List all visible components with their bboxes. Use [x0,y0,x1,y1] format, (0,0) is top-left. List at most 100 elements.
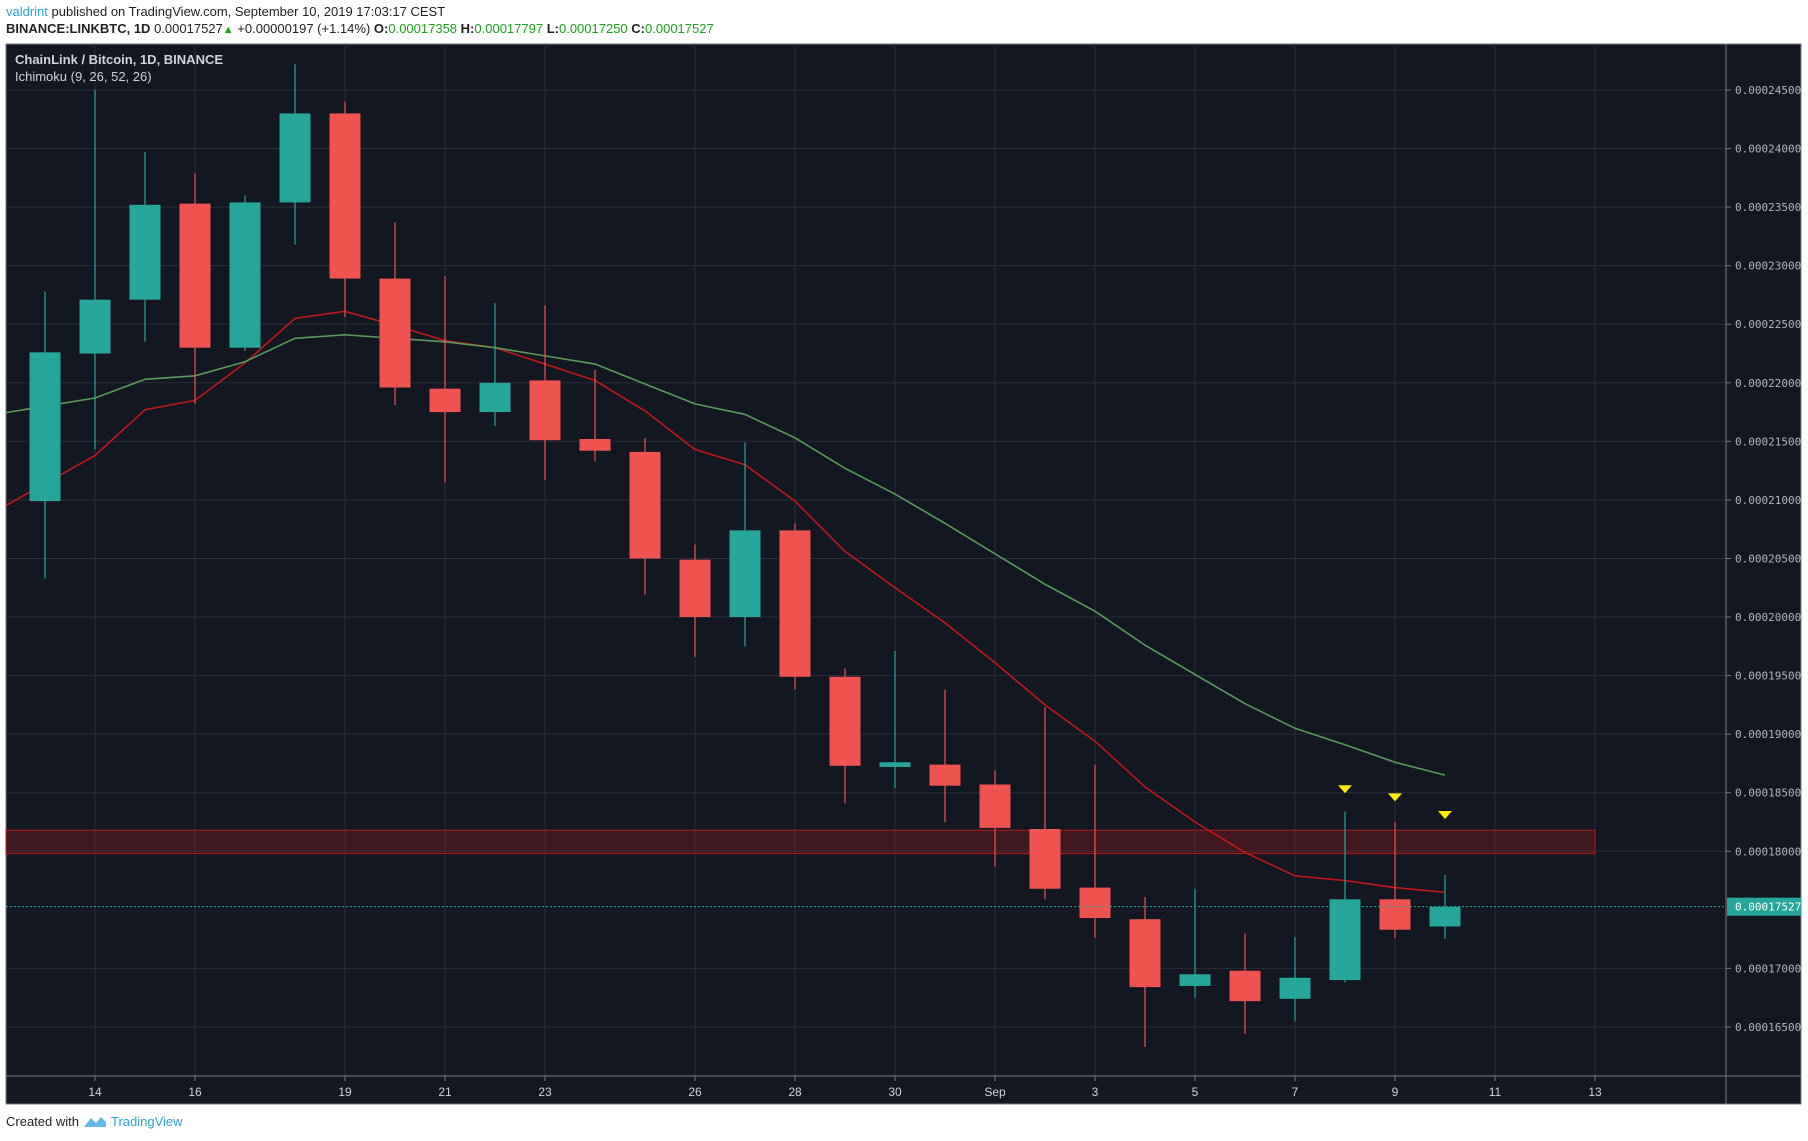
candle-body [1429,906,1461,927]
close-value: 0.00017527 [645,21,714,36]
candle-body [1279,977,1311,999]
candle [1029,707,1061,900]
tradingview-link[interactable]: TradingView [110,1114,183,1129]
time-tick-label: 26 [688,1085,702,1099]
grid [6,44,1726,1076]
time-tick-label: 28 [788,1085,802,1099]
ichimoku-lines [5,310,1446,894]
price-change: +0.00000197 (+1.14%) [237,21,371,36]
candle-body [1129,919,1161,988]
candle-body [179,203,211,348]
open-label: O: [373,21,389,36]
candle-body [1079,887,1111,919]
resistance-zone-layer [5,829,1596,855]
candle-body [279,113,311,203]
candle [929,689,961,822]
candle-body [929,764,961,786]
price-tick-label: 0.00024000 [1735,143,1801,156]
time-tick-label: Sep [984,1085,1006,1099]
price-tick-label: 0.00018500 [1735,787,1801,800]
candle [379,222,411,406]
time-tick-label: 21 [438,1085,452,1099]
price-tick-label: 0.00021000 [1735,494,1801,507]
time-tick-label: 23 [538,1085,552,1099]
candle [1329,811,1361,983]
published-text: published on TradingView.com, September … [51,4,446,19]
candle [1079,764,1111,938]
time-axis[interactable]: 14 16 19 21 23 26 28 30 Sep 3 5 7 9 11 13 [88,1076,1602,1099]
time-tick-label: 7 [1292,1085,1299,1099]
candle [179,173,211,404]
candle [1429,875,1461,940]
candle-body [429,388,461,413]
candle [1129,896,1161,1047]
candle [279,64,311,245]
price-tick-label: 0.00016500 [1735,1021,1801,1034]
conversion-line [5,310,1446,894]
candle [229,195,261,352]
symbol: BINANCE:LINKBTC, 1D [6,21,151,36]
last-price: 0.00017527 [154,21,223,36]
resistance-zone [5,829,1596,855]
indicator-legend[interactable]: Ichimoku (9, 26, 52, 26) [15,69,152,84]
time-tick-label: 14 [88,1085,102,1099]
candles [29,64,1461,1047]
candle [429,276,461,483]
price-tick-label: 0.00024500 [1735,84,1801,97]
candle [29,291,61,579]
last-price-label: 0.00017527 [1735,901,1801,914]
price-tick-label: 0.00019000 [1735,728,1801,741]
ohlc-bar: BINANCE:LINKBTC, 1D 0.00017527▲ +0.00000… [6,21,714,36]
price-tick-label: 0.00023000 [1735,260,1801,273]
price-tick-label: 0.00023500 [1735,201,1801,214]
candle-body [679,559,711,618]
price-tick-label: 0.00019500 [1735,670,1801,683]
candle [1279,936,1311,1022]
candle-body [529,380,561,441]
created-with-text: Created with [6,1114,79,1129]
triangle-down-marker [1388,793,1402,802]
candle-body [329,113,361,279]
high-value: 0.00017797 [474,21,544,36]
candle [529,305,561,481]
candle-body [1179,974,1211,986]
price-tick-label: 0.00017000 [1735,962,1801,975]
time-tick-label: 13 [1588,1085,1602,1099]
candle-body [829,676,861,766]
price-tick-label: 0.00018000 [1735,845,1801,858]
base-line [5,333,1446,776]
candle-body [479,382,511,413]
candle-body [1029,829,1061,889]
candle-body [1329,899,1361,981]
price-tick-label: 0.00021500 [1735,435,1801,448]
candle [1229,933,1261,1034]
high-label: H: [460,21,475,36]
chart-title: ChainLink / Bitcoin, 1D, BINANCE [15,52,223,67]
candle [779,523,811,690]
candle-body [629,451,661,559]
time-tick-label: 19 [338,1085,352,1099]
time-tick-label: 3 [1092,1085,1099,1099]
candle-body [1379,899,1411,930]
markers [6,785,1726,908]
price-tick-label: 0.00022000 [1735,377,1801,390]
publish-info: valdrint published on TradingView.com, S… [6,4,445,19]
candle-body [579,439,611,451]
candle [879,651,911,789]
candle-body [129,204,161,300]
candle [729,442,761,647]
price-tick-label: 0.00022500 [1735,318,1801,331]
time-tick-label: 5 [1192,1085,1199,1099]
tradingview-logo-icon [83,1116,106,1127]
up-triangle-icon: ▲ [222,24,234,36]
footer: Created with TradingView [6,1114,183,1129]
price-axis[interactable]: 0.00024500 0.00024000 0.00023500 0.00023000… [1726,84,1801,1034]
candle-body [379,278,411,388]
time-tick-label: 11 [1489,1085,1502,1099]
candle [479,303,511,427]
candle-body [1229,970,1261,1002]
candle-body [779,530,811,677]
author-link[interactable]: valdrint [6,4,48,19]
candle-body [79,299,111,354]
